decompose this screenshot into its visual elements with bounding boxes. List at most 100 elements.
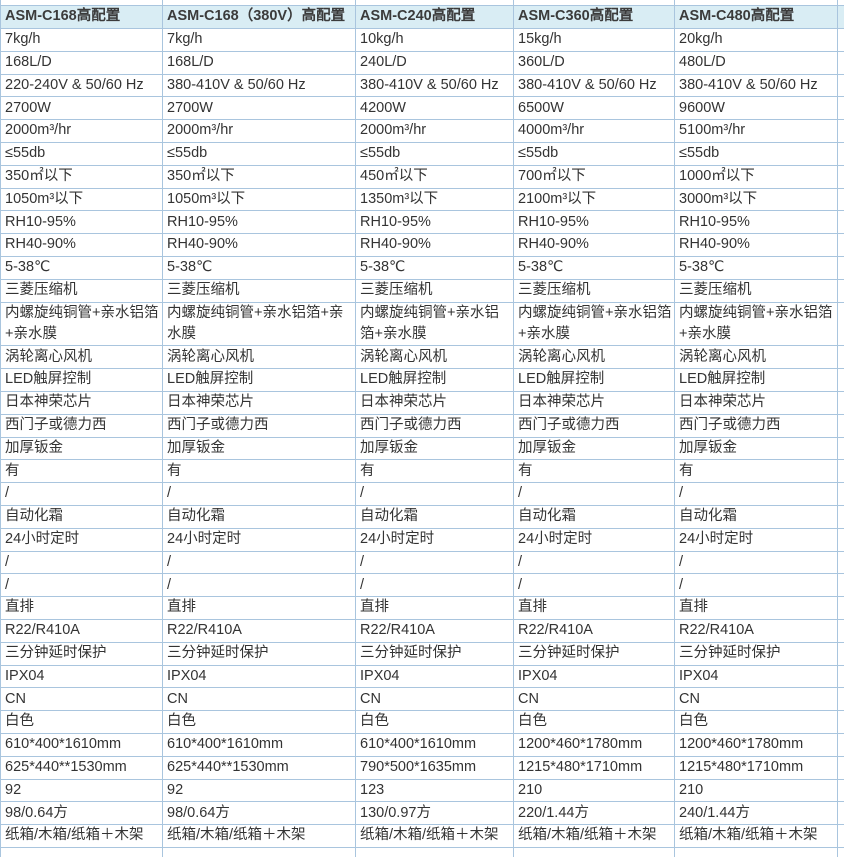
spec-cell: / — [163, 551, 356, 574]
cropped-cell — [514, 847, 675, 857]
spec-cell: IPX04 — [163, 665, 356, 688]
spec-cell: 白色 — [514, 711, 675, 734]
spec-cell: 15kg/h — [514, 29, 675, 52]
spec-cell: 纸箱/木箱/纸箱＋木架 — [163, 825, 356, 848]
spec-cell: 西门子或德力西 — [356, 414, 514, 437]
cut-column-cell — [838, 505, 844, 528]
spec-cell: 白色 — [675, 711, 838, 734]
cut-column-cell — [838, 279, 844, 302]
spec-cell: R22/R410A — [514, 619, 675, 642]
cut-column-cell — [838, 665, 844, 688]
spec-cell: 三分钟延时保护 — [163, 642, 356, 665]
cut-column-cell — [838, 574, 844, 597]
spec-cell: CN — [1, 688, 163, 711]
spec-cell: 涡轮离心风机 — [163, 346, 356, 369]
spec-cell: 自动化霜 — [675, 505, 838, 528]
spec-cell: 三菱压缩机 — [514, 279, 675, 302]
spec-cell: / — [1, 483, 163, 506]
spec-cell: CN — [514, 688, 675, 711]
spec-cell: 直排 — [356, 597, 514, 620]
column-header-asm-c168: ASM-C168高配置 — [1, 6, 163, 29]
spec-cell: 纸箱/木箱/纸箱＋木架 — [1, 825, 163, 848]
spec-cell: 三分钟延时保护 — [514, 642, 675, 665]
spec-cell: 自动化霜 — [1, 505, 163, 528]
spec-cell: 1050m³以下 — [1, 188, 163, 211]
cut-column-cell — [838, 74, 844, 97]
spec-cell: 1000㎡以下 — [675, 165, 838, 188]
spec-cell: / — [1, 551, 163, 574]
spec-cell: RH40-90% — [675, 234, 838, 257]
table-row: 内螺旋纯铜管+亲水铝箔+亲水膜内螺旋纯铜管+亲水铝箔+亲水膜内螺旋纯铜管+亲水铝… — [1, 302, 844, 346]
spec-cell: 4000m³/hr — [514, 120, 675, 143]
spec-cell: 三分钟延时保护 — [675, 642, 838, 665]
cut-column-cell — [838, 779, 844, 802]
cropped-cell — [675, 847, 838, 857]
spec-cell: 5-38℃ — [163, 256, 356, 279]
spec-cell: 240L/D — [356, 51, 514, 74]
spec-cell: / — [514, 551, 675, 574]
spec-cell: 240/1.44方 — [675, 802, 838, 825]
spec-cell: 三菱压缩机 — [1, 279, 163, 302]
spec-cell: 210 — [675, 779, 838, 802]
table-row: RH40-90%RH40-90%RH40-90%RH40-90%RH40-90% — [1, 234, 844, 257]
spec-cell: 纸箱/木箱/纸箱＋木架 — [356, 825, 514, 848]
spec-cell: 625*440**1530mm — [163, 756, 356, 779]
table-row: ///// — [1, 483, 844, 506]
spec-cell: 24小时定时 — [356, 528, 514, 551]
spec-cell: IPX04 — [675, 665, 838, 688]
spec-cell: 加厚钣金 — [514, 437, 675, 460]
spec-cell: 98/0.64方 — [163, 802, 356, 825]
cut-column-cell — [838, 391, 844, 414]
table-row: 三分钟延时保护三分钟延时保护三分钟延时保护三分钟延时保护三分钟延时保护 — [1, 642, 844, 665]
spec-cell: 350㎡以下 — [163, 165, 356, 188]
spec-cell: RH10-95% — [675, 211, 838, 234]
spec-cell: ≤55db — [514, 142, 675, 165]
spec-cell: 涡轮离心风机 — [1, 346, 163, 369]
spec-cell: / — [356, 574, 514, 597]
spec-cell: 380-410V & 50/60 Hz — [675, 74, 838, 97]
spec-cell: 2100m³以下 — [514, 188, 675, 211]
spec-cell: 7kg/h — [163, 29, 356, 52]
spec-cell: LED触屏控制 — [1, 369, 163, 392]
column-header-asm-c480: ASM-C480高配置 — [675, 6, 838, 29]
spec-cell: RH10-95% — [1, 211, 163, 234]
spec-cell: LED触屏控制 — [163, 369, 356, 392]
spec-cell: CN — [163, 688, 356, 711]
spec-cell: LED触屏控制 — [514, 369, 675, 392]
spec-cell: 625*440**1530mm — [1, 756, 163, 779]
spec-cell: / — [675, 574, 838, 597]
spec-cell: RH10-95% — [514, 211, 675, 234]
spec-cell: 10kg/h — [356, 29, 514, 52]
cropped-cell — [1, 847, 163, 857]
spec-cell: 610*400*1610mm — [356, 733, 514, 756]
cut-column-cell — [838, 597, 844, 620]
spec-cell: / — [163, 574, 356, 597]
spec-cell: 7kg/h — [1, 29, 163, 52]
spec-cell: 5-38℃ — [1, 256, 163, 279]
spec-cell: 1200*460*1780mm — [675, 733, 838, 756]
spec-cell: 日本神荣芯片 — [1, 391, 163, 414]
spec-cell: 自动化霜 — [514, 505, 675, 528]
spec-cell: 纸箱/木箱/纸箱＋木架 — [514, 825, 675, 848]
spec-cell: 6500W — [514, 97, 675, 120]
spec-cell: 5-38℃ — [356, 256, 514, 279]
spec-cell: 5-38℃ — [675, 256, 838, 279]
spec-cell: ≤55db — [1, 142, 163, 165]
cut-column-cell — [838, 346, 844, 369]
spec-cell: 日本神荣芯片 — [514, 391, 675, 414]
spec-cell: 610*400*1610mm — [1, 733, 163, 756]
spec-cell: 2000m³/hr — [356, 120, 514, 143]
spec-cell: LED触屏控制 — [356, 369, 514, 392]
cut-column-cell — [838, 733, 844, 756]
cut-column-cell — [838, 29, 844, 52]
spec-cell: 168L/D — [1, 51, 163, 74]
spec-cell: ≤55db — [356, 142, 514, 165]
